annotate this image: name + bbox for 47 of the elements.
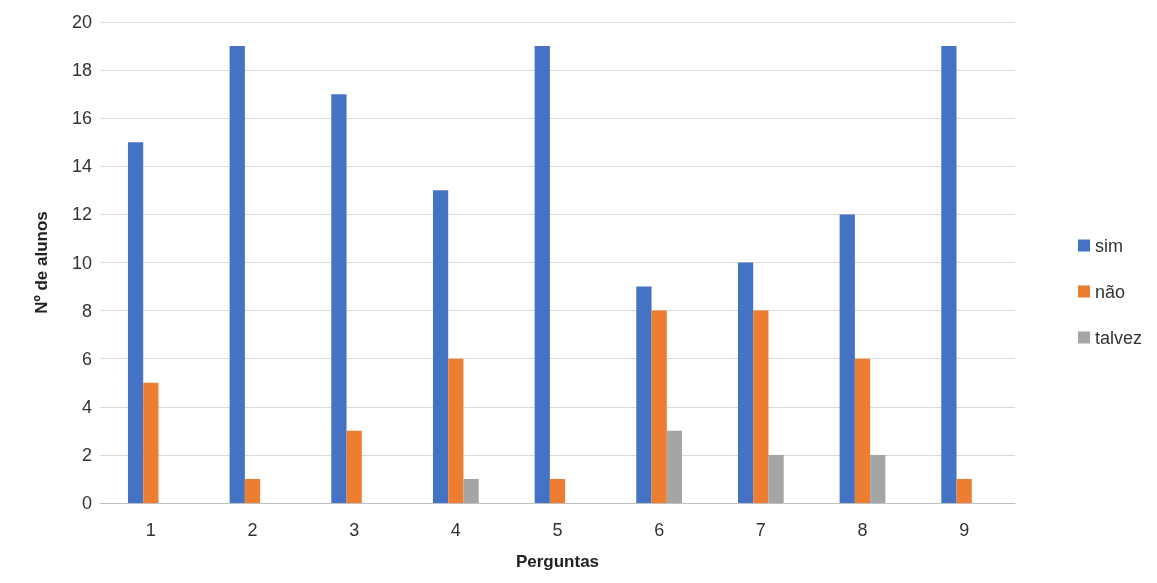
bar [346, 430, 362, 503]
y-tick-label: 10 [71, 252, 92, 273]
bar [549, 478, 566, 503]
y-tick-label: 2 [81, 444, 92, 465]
bar [753, 310, 769, 503]
bar [127, 142, 144, 503]
bar [534, 46, 550, 503]
x-tick-label: 2 [247, 520, 258, 540]
bar [331, 94, 347, 503]
y-tick-label: 20 [71, 12, 92, 32]
bar [636, 286, 652, 503]
bar [229, 46, 245, 503]
x-axis-title: Perguntas [515, 552, 600, 571]
legend-label: sim [1094, 235, 1123, 256]
y-tick-label: 14 [71, 156, 92, 177]
y-tick-label: 0 [81, 493, 92, 513]
x-tick-label: 6 [654, 520, 665, 540]
y-tick-label: 8 [81, 300, 92, 321]
bar [737, 262, 754, 503]
y-tick-label: 12 [71, 204, 92, 225]
bar [463, 478, 479, 503]
bar [666, 430, 683, 503]
x-tick-label: 8 [857, 520, 868, 540]
x-tick-label: 1 [145, 520, 156, 540]
legend-label: não [1094, 281, 1126, 302]
y-tick-label: 4 [81, 396, 92, 417]
x-tick-label: 9 [959, 520, 970, 540]
bar [854, 358, 871, 503]
y-tick-label: 16 [71, 108, 92, 129]
bar [651, 310, 667, 503]
x-tick-label: 7 [755, 520, 766, 540]
x-tick-label: 4 [450, 520, 461, 540]
y-tick-label: 18 [71, 60, 92, 81]
bar [839, 214, 855, 503]
bar [448, 358, 464, 503]
x-tick-label: 3 [349, 520, 360, 540]
bar [768, 454, 784, 503]
bar [956, 478, 972, 503]
y-tick-label: 6 [81, 348, 92, 369]
bar [432, 190, 449, 503]
bar [143, 382, 159, 503]
x-tick-label: 5 [552, 520, 563, 540]
bar [244, 478, 261, 503]
bar [941, 46, 957, 503]
y-axis-title: Nº de alunos [32, 211, 51, 314]
bar [870, 454, 886, 503]
legend-label: talvez [1094, 327, 1143, 348]
